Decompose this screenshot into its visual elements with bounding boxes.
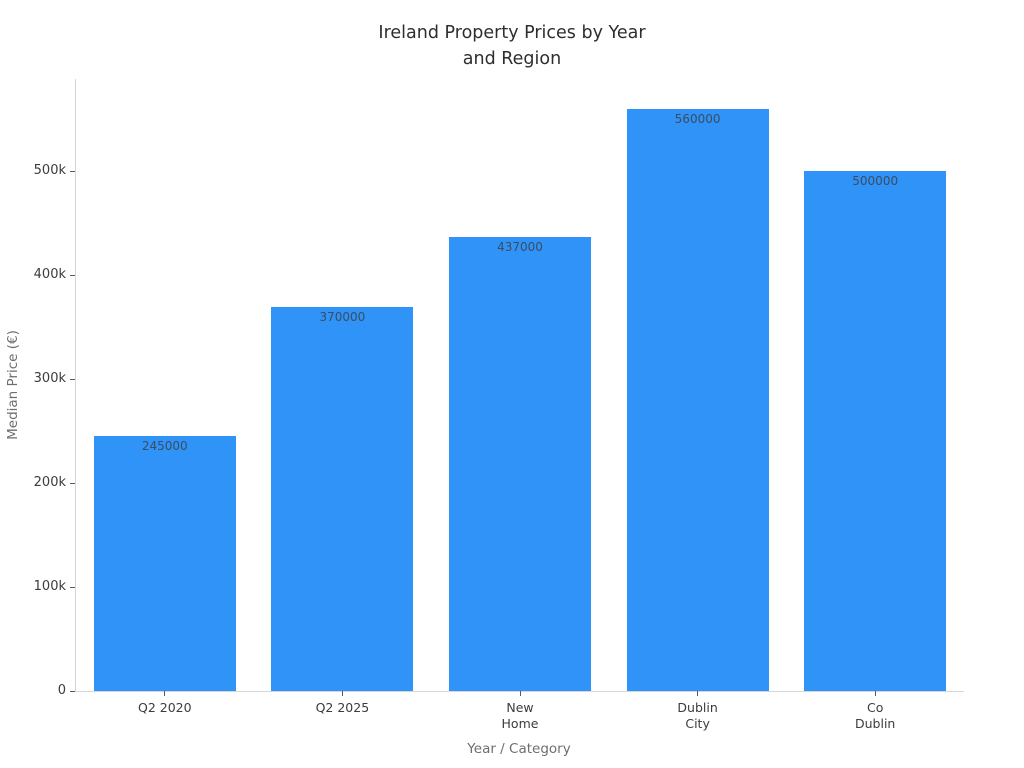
bar-value-label-q2-2025: 370000 xyxy=(319,309,366,324)
bar-value-label-new-home: 437000 xyxy=(497,239,543,254)
bar-new-home: 437000 xyxy=(448,236,592,691)
x-tick-label-new-home: New Home xyxy=(501,700,539,731)
bar-value-label-co-dublin: 500000 xyxy=(852,174,899,189)
x-tick-mark-dublin-city xyxy=(697,691,699,696)
y-tick-mark-300k xyxy=(70,378,75,380)
bar-co-dublin: 500000 xyxy=(804,171,947,691)
y-tick-label-200k: 200k xyxy=(33,475,66,491)
x-tick-label-dublin-city: Dublin City xyxy=(677,700,718,731)
y-tick-label-300k: 300k xyxy=(33,371,66,387)
x-tick-mark-co-dublin xyxy=(874,691,876,696)
bar-value-label-q2-2020: 245000 xyxy=(141,439,188,454)
x-tick-mark-q2-2020 xyxy=(164,691,166,696)
y-tick-mark-500k xyxy=(70,170,75,172)
y-tick-label-500k: 500k xyxy=(33,163,66,179)
x-tick-label-q2-2025: Q2 2025 xyxy=(315,700,370,715)
plot-area: 0 100k 200k 300k 400k 500k 245000 Q2 2020 370000… xyxy=(34,79,964,731)
bar-value-label-dublin-city: 560000 xyxy=(674,112,721,127)
y-tick-mark-100k xyxy=(70,586,75,588)
y-tick-mark-0 xyxy=(70,690,75,692)
chart-title-line-2: and Region xyxy=(462,49,562,69)
x-tick-label-co-dublin: Co Dublin xyxy=(855,700,896,731)
bar-q2-2025: 370000 xyxy=(271,306,414,691)
y-tick-mark-400k xyxy=(70,274,75,276)
bar-dublin-city: 560000 xyxy=(626,109,769,691)
chart-title: Ireland Property Prices by Year and Regi… xyxy=(0,20,1024,72)
y-tick-label-0: 0 xyxy=(57,683,66,698)
x-tick-label-q2-2020: Q2 2020 xyxy=(138,700,192,715)
bar-q2-2020: 245000 xyxy=(93,436,236,691)
y-tick-label-100k: 100k xyxy=(33,579,66,595)
y-tick-mark-200k xyxy=(70,482,75,484)
chart-title-line-1: Ireland Property Prices by Year xyxy=(378,23,646,43)
y-tick-label-400k: 400k xyxy=(33,267,66,283)
x-axis-title: Year / Category xyxy=(467,741,571,757)
x-tick-mark-q2-2025 xyxy=(341,691,343,696)
x-tick-mark-new-home xyxy=(519,691,521,696)
